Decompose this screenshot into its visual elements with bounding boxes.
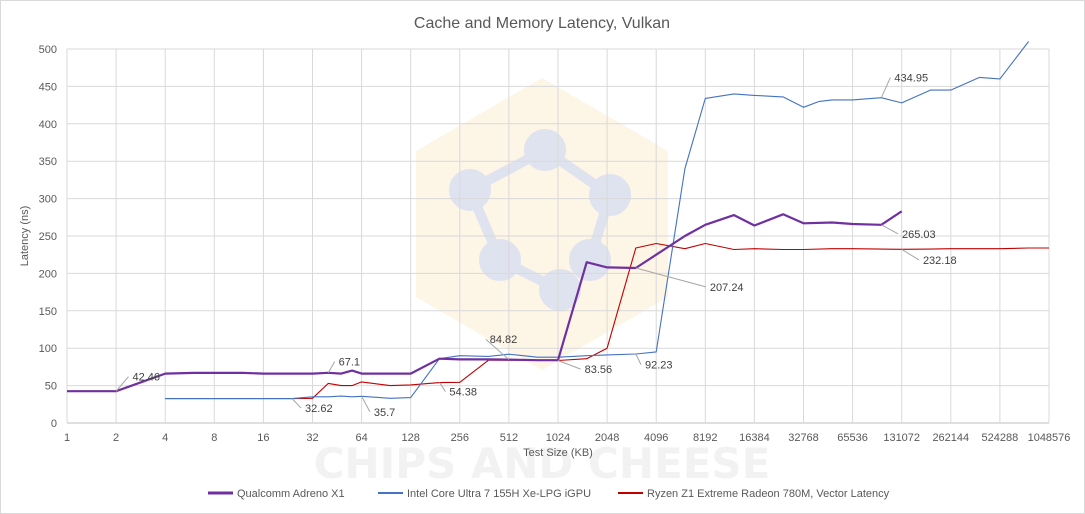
x-tick-label: 8 — [211, 432, 217, 444]
watermark-text: CHIPS AND CHEESE — [314, 439, 771, 488]
watermark-hexagon-logo — [416, 78, 668, 370]
y-tick-label: 0 — [51, 418, 57, 430]
x-tick-label: 65536 — [837, 432, 868, 444]
series-line — [165, 242, 1049, 400]
x-tick-label: 32768 — [788, 432, 819, 444]
y-axis-ticks: 0 50 100 150 200 250 300 350 400 450 500 — [39, 44, 57, 430]
watermark: CHIPS AND CHEESE — [314, 78, 771, 488]
x-axis-title: Test Size (KB) — [523, 447, 593, 459]
data-label-leader — [880, 77, 891, 98]
y-tick-label: 50 — [45, 381, 57, 393]
data-label: 84.82 — [490, 334, 518, 346]
y-tick-label: 150 — [39, 306, 57, 318]
chart-title: Cache and Memory Latency, Vulkan — [414, 15, 670, 32]
y-tick-label: 400 — [39, 119, 57, 131]
x-tick-label: 262144 — [932, 432, 969, 444]
data-label: 265.03 — [902, 229, 936, 241]
y-tick-label: 350 — [39, 156, 57, 168]
data-label: 83.56 — [585, 364, 613, 376]
data-label-leader — [115, 376, 129, 392]
y-tick-label: 500 — [39, 44, 57, 56]
data-label-leader — [439, 382, 446, 392]
legend-label: Ryzen Z1 Extreme Radeon 780M, Vector Lat… — [647, 488, 890, 500]
data-label: 434.95 — [894, 72, 928, 84]
x-tick-label: 16 — [257, 432, 269, 444]
series-line — [67, 210, 903, 393]
x-tick-label: 512 — [500, 432, 518, 444]
data-label: 32.62 — [305, 403, 333, 415]
gridlines — [66, 48, 1050, 424]
data-label-leader — [881, 224, 899, 235]
data-label: 92.23 — [645, 360, 673, 372]
legend-label: Intel Core Ultra 7 155H Xe-LPG iGPU — [407, 488, 591, 500]
legend: Qualcomm Adreno X1 Intel Core Ultra 7 155… — [208, 488, 890, 500]
data-label-leader — [557, 360, 581, 370]
x-tick-label: 128 — [402, 432, 420, 444]
data-label-leader — [327, 361, 336, 374]
x-tick-label: 4 — [162, 432, 168, 444]
data-label-leader — [291, 398, 302, 409]
data-label-leader — [485, 338, 510, 360]
x-axis-ticks: 1 2 4 8 16 32 64 128 256 512 1024 2048 4096 8192 16384… — [64, 432, 1070, 444]
data-label: 42.46 — [132, 372, 160, 384]
data-labels: 42.46 67.1 32.62 35.7 54.38 84.82 83.56 92.23 20… — [115, 72, 957, 419]
watermark-network-icon — [449, 129, 631, 311]
y-axis-title: Latency (ns) — [19, 206, 31, 267]
y-tick-label: 300 — [39, 194, 57, 206]
series-line — [165, 41, 1030, 400]
data-label: 232.18 — [923, 255, 957, 267]
x-tick-label: 64 — [355, 432, 367, 444]
data-label-leader — [361, 396, 371, 413]
x-tick-label: 16384 — [739, 432, 770, 444]
series-lines — [67, 41, 1049, 400]
x-tick-label: 4096 — [644, 432, 668, 444]
data-label-leader — [901, 248, 920, 261]
y-tick-label: 250 — [39, 231, 57, 243]
data-label-leader — [635, 353, 642, 365]
data-label: 207.24 — [710, 282, 744, 294]
x-tick-label: 524288 — [982, 432, 1019, 444]
data-label: 67.1 — [339, 357, 360, 369]
data-label: 54.38 — [449, 387, 477, 399]
y-tick-label: 100 — [39, 343, 57, 355]
x-tick-label: 2 — [113, 432, 119, 444]
y-tick-label: 200 — [39, 268, 57, 280]
x-tick-label: 1 — [64, 432, 70, 444]
data-label-leader — [635, 267, 707, 288]
data-label: 35.7 — [374, 407, 395, 419]
x-tick-label: 1048576 — [1028, 432, 1071, 444]
x-tick-label: 32 — [306, 432, 318, 444]
x-tick-label: 8192 — [693, 432, 717, 444]
legend-label: Qualcomm Adreno X1 — [237, 488, 345, 500]
x-tick-label: 256 — [451, 432, 469, 444]
x-tick-label: 2048 — [595, 432, 619, 444]
x-tick-label: 1024 — [546, 432, 570, 444]
x-tick-label: 131072 — [883, 432, 920, 444]
y-tick-label: 450 — [39, 81, 57, 93]
